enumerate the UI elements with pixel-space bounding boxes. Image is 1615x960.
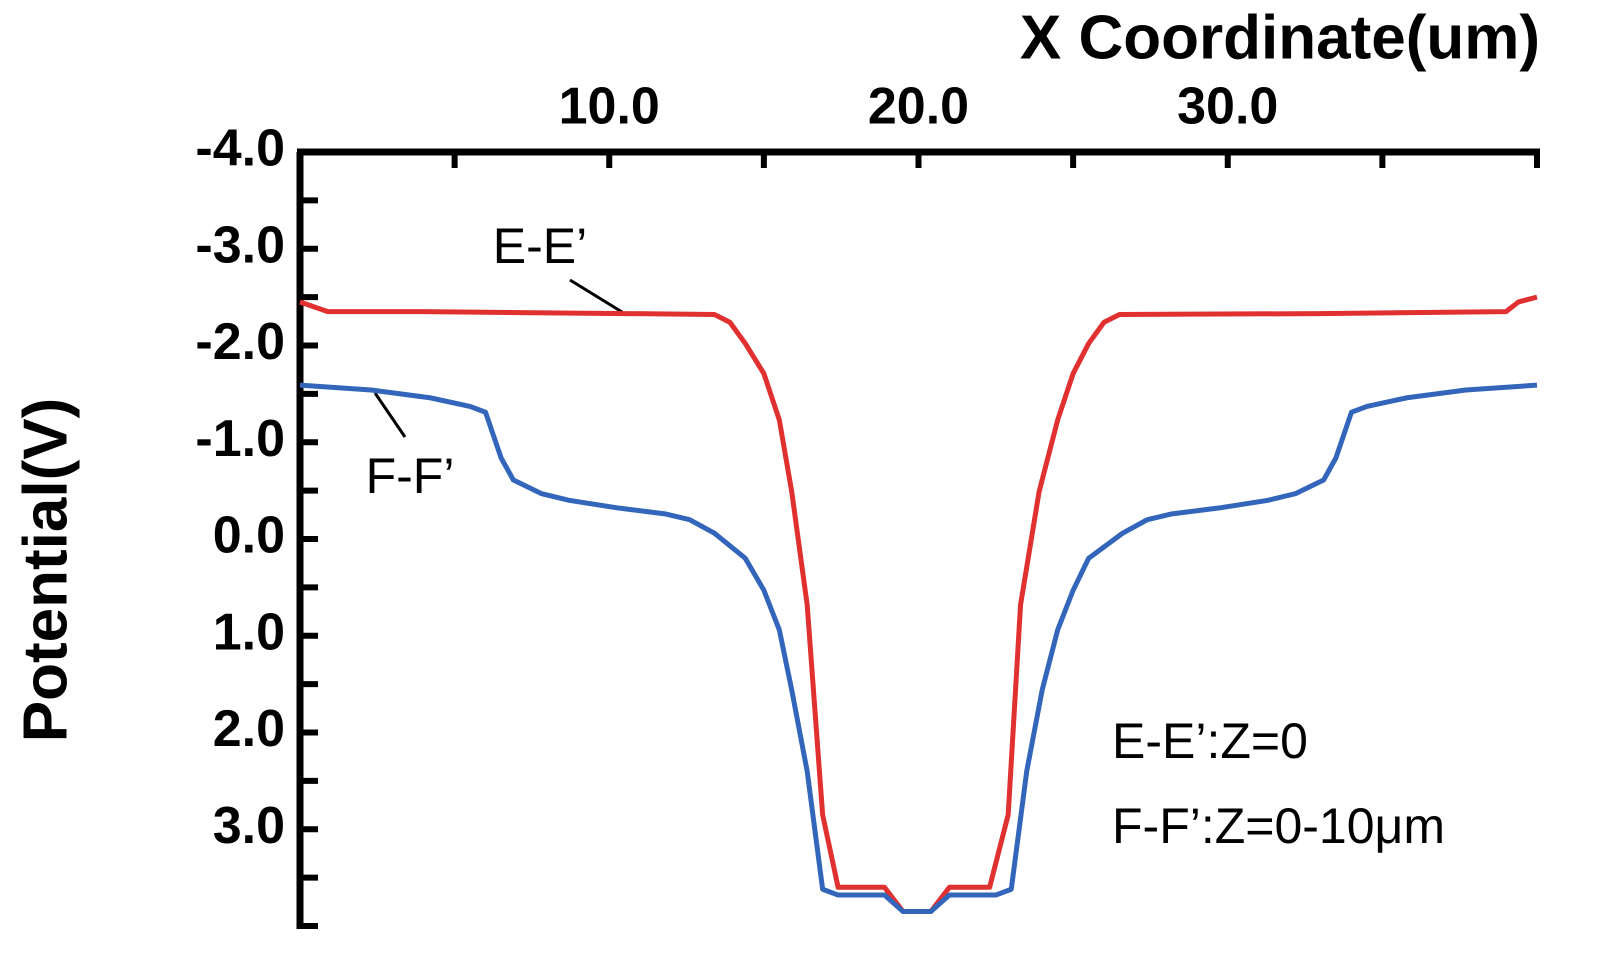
series-label: E-E’ <box>493 218 587 274</box>
y-tick-label: 3.0 <box>213 797 285 855</box>
x-tick-label: 20.0 <box>868 78 969 136</box>
y-tick-label: 2.0 <box>213 700 285 758</box>
y-tick-label: -3.0 <box>195 216 285 274</box>
annotation: E-E’:Z=0 <box>1112 713 1308 769</box>
x-tick-label: 30.0 <box>1177 78 1278 136</box>
data-line <box>299 382 1538 914</box>
series-label: F-F’ <box>366 448 455 504</box>
y-tick-label: -2.0 <box>195 313 285 371</box>
y-axis-title: Potential(V) <box>11 398 80 742</box>
y-tick-label: 1.0 <box>213 603 285 661</box>
leader-line <box>569 278 623 314</box>
x-tick-label: 10.0 <box>559 78 660 136</box>
x-axis-title: X Coordinate(um) <box>1020 3 1540 72</box>
y-tick-label: -1.0 <box>195 410 285 468</box>
annotation: F-F’:Z=0-10μm <box>1112 798 1445 854</box>
y-tick-label: -4.0 <box>195 120 285 178</box>
leader-line <box>373 392 407 438</box>
y-tick-label: 0.0 <box>213 507 285 565</box>
